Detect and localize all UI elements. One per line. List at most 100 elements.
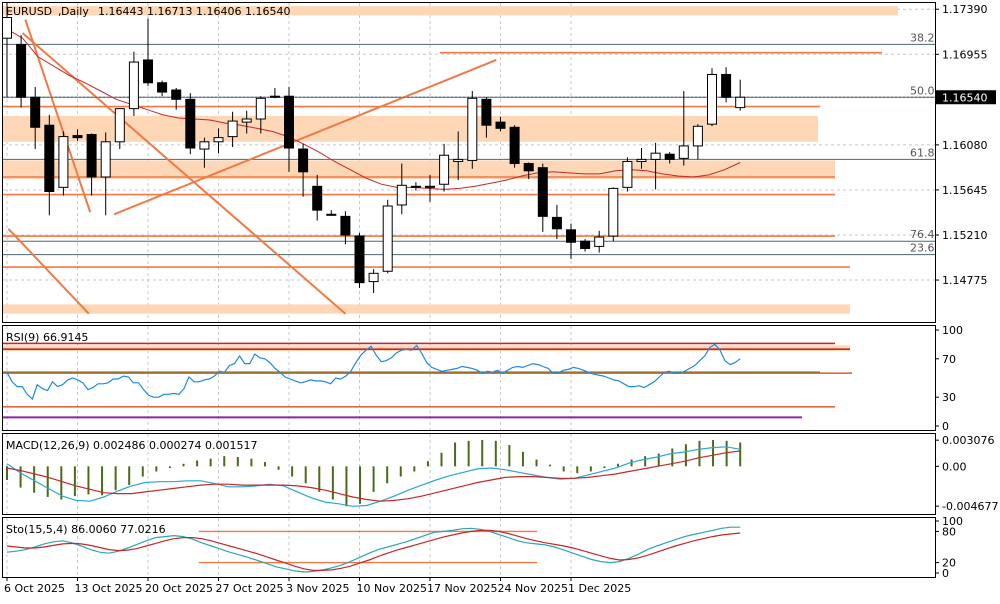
candle-body bbox=[326, 213, 337, 216]
macd-signal-line bbox=[6, 450, 741, 502]
candles-layer bbox=[2, 3, 746, 293]
macd-histogram-bar bbox=[345, 466, 348, 507]
candle-body bbox=[396, 184, 407, 206]
fibonacci-label: 76.4 bbox=[910, 228, 935, 241]
indicators-layer bbox=[6, 343, 742, 573]
stoch-d-line bbox=[6, 529, 741, 572]
candle-body bbox=[523, 163, 534, 172]
macd-histogram-bar bbox=[73, 466, 76, 497]
price-axis-label: 1.16955 bbox=[942, 48, 988, 61]
macd-histogram-bar bbox=[426, 461, 429, 467]
zones-layer bbox=[3, 6, 898, 352]
candle-body bbox=[171, 89, 182, 100]
macd-histogram-bar bbox=[128, 466, 131, 486]
candle-body bbox=[622, 160, 633, 188]
macd-axis-label: 0.00 bbox=[942, 460, 967, 473]
candle-body bbox=[382, 205, 393, 272]
candle-body bbox=[114, 108, 125, 143]
candle-body bbox=[467, 97, 478, 161]
date-label: 13 Oct 2025 bbox=[75, 582, 143, 595]
price-axis-label: 1.16080 bbox=[942, 139, 988, 152]
macd-histogram-bar bbox=[535, 459, 538, 467]
fibonacci-label: 50.0 bbox=[910, 84, 935, 97]
price-panel-frame bbox=[2, 2, 936, 323]
candle-body bbox=[721, 73, 732, 98]
current-price-tag bbox=[936, 90, 996, 105]
candle-body bbox=[241, 118, 252, 123]
candle-body bbox=[368, 272, 379, 283]
current-price-label: 1.16540 bbox=[942, 91, 988, 104]
macd-histogram-bar bbox=[19, 466, 22, 488]
stoch-axis-label: 20 bbox=[942, 557, 956, 570]
macd-histogram-bar bbox=[250, 458, 253, 467]
trendline bbox=[113, 59, 497, 216]
macd-histogram-bar bbox=[60, 466, 63, 500]
macd-panel-frame bbox=[2, 433, 936, 515]
stoch-axis-label: 0 bbox=[942, 567, 949, 580]
macd-histogram-bar bbox=[739, 442, 742, 467]
macd-histogram-bar bbox=[576, 466, 579, 474]
candle-body bbox=[185, 98, 196, 149]
candle-body bbox=[580, 240, 591, 249]
rsi-line bbox=[6, 343, 741, 401]
candle-body bbox=[594, 236, 605, 247]
price-panel-ohlc: 1.16443 1.16713 1.16406 1.16540 bbox=[98, 5, 290, 18]
fibonacci-label: 38.2 bbox=[910, 31, 935, 44]
date-label: 20 Oct 2025 bbox=[145, 582, 213, 595]
candle-body bbox=[566, 229, 576, 243]
stoch-k-line bbox=[6, 526, 741, 573]
macd-histogram-bar bbox=[617, 463, 619, 467]
candle-body bbox=[340, 215, 351, 236]
macd-histogram-bar bbox=[399, 466, 402, 477]
rsi-panel-frame bbox=[2, 325, 936, 431]
candle-body bbox=[143, 59, 153, 84]
fibonacci-label: 23.6 bbox=[910, 242, 935, 255]
macd-axis-label: 0.003076 bbox=[942, 434, 995, 447]
macd-histogram-bar bbox=[589, 466, 592, 472]
trendline bbox=[7, 228, 90, 315]
rsi-axis-label: 30 bbox=[942, 391, 956, 404]
macd-histogram-bar bbox=[277, 466, 280, 470]
candle-body bbox=[30, 96, 41, 128]
macd-histogram-bar bbox=[6, 466, 8, 480]
macd-line bbox=[6, 446, 741, 507]
date-label: 17 Nov 2025 bbox=[427, 582, 497, 595]
candle-body bbox=[439, 154, 450, 185]
candle-body bbox=[410, 185, 421, 188]
macd-histogram-bar bbox=[603, 466, 606, 469]
candle-body bbox=[650, 152, 661, 160]
candle-body bbox=[269, 95, 280, 98]
macd-histogram-bar bbox=[209, 458, 212, 467]
date-label: 10 Nov 2025 bbox=[357, 582, 427, 595]
macd-histogram-bar bbox=[331, 466, 334, 500]
macd-histogram-bar bbox=[223, 456, 226, 467]
candle-body bbox=[537, 167, 548, 217]
candle-body bbox=[227, 120, 238, 138]
rsi-axis-label: 70 bbox=[942, 353, 956, 366]
price-axis-label: 1.15210 bbox=[942, 229, 988, 242]
macd-histogram-bar bbox=[508, 445, 511, 467]
candle-body bbox=[692, 125, 703, 147]
macd-histogram-bar bbox=[494, 440, 497, 467]
macd-histogram-bar bbox=[196, 460, 199, 467]
support-resistance-zone bbox=[3, 6, 898, 16]
candle-body bbox=[72, 135, 83, 139]
grid-layer bbox=[3, 3, 935, 577]
candle-body bbox=[664, 153, 675, 160]
candle-body bbox=[2, 17, 12, 39]
price-axis-label: 1.15645 bbox=[942, 184, 988, 197]
candle-body bbox=[100, 141, 111, 178]
price-panel-timeframe: , bbox=[58, 5, 62, 18]
candle-body bbox=[44, 124, 55, 192]
macd-histogram-bar bbox=[725, 440, 728, 467]
date-label: 1 Dec 2025 bbox=[568, 582, 631, 595]
macd-histogram-bar bbox=[413, 466, 416, 472]
macd-histogram-bar bbox=[467, 440, 470, 467]
candle-body bbox=[678, 145, 689, 159]
candle-body bbox=[86, 134, 97, 178]
candle-body bbox=[735, 96, 746, 109]
macd-histogram-bar bbox=[182, 463, 185, 467]
macd-histogram-bar bbox=[359, 466, 362, 504]
